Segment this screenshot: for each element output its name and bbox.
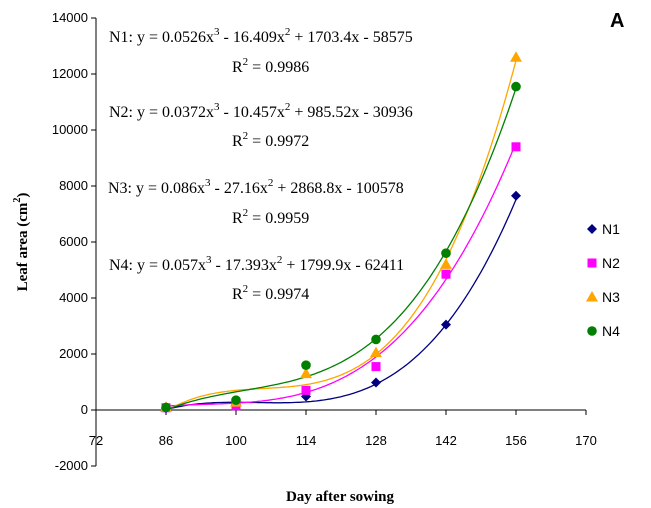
point-n1 bbox=[441, 319, 451, 330]
point-n4 bbox=[231, 395, 241, 406]
y-tick-label: 4000 bbox=[59, 290, 88, 305]
trendline-n4 bbox=[165, 87, 517, 411]
point-n3 bbox=[300, 367, 312, 379]
equation-n1: N1: y = 0.0526x3 - 16.409x2 + 1703.4x - … bbox=[109, 26, 413, 46]
legend-marker-n3 bbox=[586, 291, 598, 302]
x-axis-title: Day after sowing bbox=[286, 489, 395, 505]
x-tick-label: 170 bbox=[575, 433, 597, 448]
axes bbox=[91, 17, 587, 467]
legend-label-n4: N4 bbox=[602, 323, 620, 339]
point-n4 bbox=[511, 81, 521, 92]
y-tick-label: 6000 bbox=[59, 234, 88, 249]
point-n1 bbox=[511, 190, 521, 201]
tick-labels: -2000 0 2000 4000 6000 8000 10000 12000 14000 72 8… bbox=[52, 10, 597, 473]
point-n2 bbox=[301, 385, 311, 395]
legend-label-n2: N2 bbox=[602, 255, 620, 271]
equation-n3: N3: y = 0.086x3 - 27.16x2 + 2868.8x - 10… bbox=[108, 177, 404, 197]
point-n4 bbox=[371, 334, 381, 345]
point-n4 bbox=[301, 360, 311, 371]
point-n3 bbox=[370, 346, 382, 358]
x-tick-label: 142 bbox=[435, 433, 457, 448]
trendlines bbox=[165, 60, 517, 412]
y-tick-label: -2000 bbox=[55, 458, 88, 473]
legend: N1 N2 N3 N4 bbox=[586, 221, 620, 339]
legend-label-n1: N1 bbox=[602, 221, 620, 237]
equations: N1: y = 0.0526x3 - 16.409x2 + 1703.4x - … bbox=[108, 26, 413, 303]
point-n2 bbox=[441, 269, 451, 279]
r2-n4: R2 = 0.9974 bbox=[232, 283, 309, 303]
legend-marker-n2 bbox=[587, 258, 597, 268]
r2-n1: R2 = 0.9986 bbox=[232, 56, 309, 76]
r2-n3: R2 = 0.9959 bbox=[232, 207, 309, 227]
y-tick-label: 0 bbox=[81, 402, 88, 417]
x-tick-label: 86 bbox=[159, 433, 173, 448]
trendline-n3 bbox=[165, 60, 517, 412]
equation-n2: N2: y = 0.0372x3 - 10.457x2 + 985.52x - … bbox=[109, 101, 413, 121]
x-tick-label: 72 bbox=[89, 433, 103, 448]
panel-label: A bbox=[610, 10, 624, 32]
point-n2 bbox=[511, 142, 521, 152]
legend-marker-n1 bbox=[587, 224, 597, 234]
y-tick-label: 8000 bbox=[59, 178, 88, 193]
y-tick-label: 12000 bbox=[52, 66, 88, 81]
trendline-n1 bbox=[165, 199, 517, 411]
x-tick-label: 128 bbox=[365, 433, 387, 448]
point-n2 bbox=[371, 362, 381, 372]
y-axis-title: Leaf area (cm2) bbox=[12, 193, 31, 292]
point-n3 bbox=[440, 258, 452, 269]
r2-n2: R2 = 0.9972 bbox=[232, 130, 309, 150]
x-tick-label: 156 bbox=[505, 433, 527, 448]
trendline-n2 bbox=[165, 142, 517, 407]
legend-marker-n4 bbox=[587, 326, 597, 336]
point-n1 bbox=[371, 377, 381, 388]
point-n3 bbox=[510, 51, 522, 62]
point-n4 bbox=[161, 402, 171, 413]
point-n4 bbox=[441, 248, 451, 258]
data-points bbox=[160, 51, 522, 414]
x-tick-label: 100 bbox=[225, 433, 247, 448]
y-tick-label: 10000 bbox=[52, 122, 88, 137]
y-tick-label: 2000 bbox=[59, 346, 88, 361]
x-tick-label: 114 bbox=[296, 433, 317, 448]
y-tick-label: 14000 bbox=[52, 10, 88, 25]
legend-label-n3: N3 bbox=[602, 289, 620, 305]
equation-n4: N4: y = 0.057x3 - 17.393x2 + 1799.9x - 6… bbox=[109, 254, 404, 274]
